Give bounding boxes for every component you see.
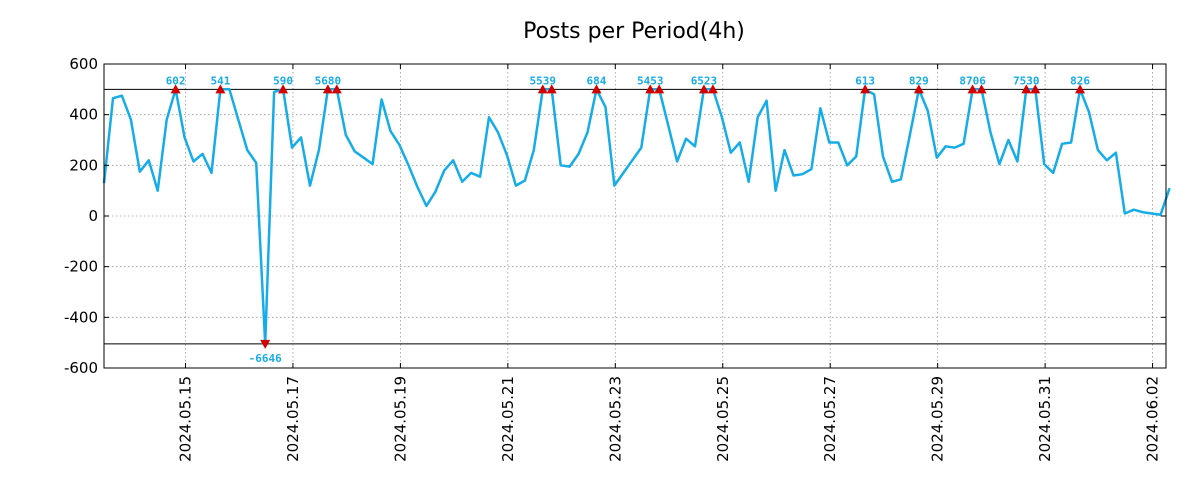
peak-marker-down xyxy=(260,339,271,349)
series-layer xyxy=(102,88,1171,346)
peak-value-label: 5539 xyxy=(530,74,557,87)
peak-marker-up xyxy=(1021,84,1032,94)
chart-title: Posts per Period(4h) xyxy=(523,19,745,44)
peak-marker-up xyxy=(591,84,602,94)
x-tick-label: 2024.06.02 xyxy=(1144,376,1162,462)
x-tick-label: 2024.05.29 xyxy=(929,376,947,462)
peak-marker-up xyxy=(170,84,181,94)
peak-marker-up xyxy=(860,84,871,94)
x-tick-label: 2024.05.31 xyxy=(1036,376,1054,462)
x-tick-label: 2024.05.23 xyxy=(606,376,624,462)
peak-marker-up xyxy=(645,84,656,94)
series-line xyxy=(102,88,1171,346)
peak-marker-up xyxy=(546,84,557,94)
y-tick-label: -400 xyxy=(64,308,98,326)
peak-marker-up xyxy=(654,84,665,94)
x-tick-label: 2024.05.15 xyxy=(176,376,194,462)
peak-value-label: -6646 xyxy=(249,352,282,365)
grid-lines xyxy=(104,64,1166,368)
peak-marker-up xyxy=(967,84,978,94)
y-tick-label: -600 xyxy=(64,359,98,377)
peak-value-label: 826 xyxy=(1070,74,1090,87)
peak-value-label: 6523 xyxy=(691,74,718,87)
y-tick-label: 200 xyxy=(69,156,98,174)
peak-marker-up xyxy=(976,84,987,94)
peak-marker-up xyxy=(215,84,226,94)
peak-marker-up xyxy=(707,84,718,94)
peak-marker-up xyxy=(1075,84,1086,94)
peak-marker-up xyxy=(698,84,709,94)
peak-value-label: 8706 xyxy=(959,74,986,87)
peak-marker-up xyxy=(537,84,548,94)
peak-value-label: 5453 xyxy=(637,74,664,87)
peak-value-label: 590 xyxy=(273,74,293,87)
x-axis-ticks: 2024.05.15 2024.05.17 2024.05.19 2024.05.21… xyxy=(176,64,1162,462)
peak-value-label: 829 xyxy=(909,74,929,87)
peak-markers: 602 541 590 5680 5539 684 5453 6523 613 829 8706 75… xyxy=(166,74,1091,365)
y-tick-label: 400 xyxy=(69,106,98,124)
y-tick-label: -200 xyxy=(64,258,98,276)
peak-marker-up xyxy=(1030,84,1041,94)
peak-marker-up xyxy=(331,84,342,94)
x-tick-label: 2024.05.19 xyxy=(391,376,409,462)
peak-value-label: 7530 xyxy=(1013,74,1040,87)
peak-marker-up xyxy=(913,84,924,94)
y-tick-label: 0 xyxy=(88,207,98,225)
peak-marker-up xyxy=(278,84,289,94)
peak-marker-up xyxy=(322,84,333,94)
x-tick-label: 2024.05.25 xyxy=(714,376,732,462)
y-tick-label: 600 xyxy=(69,55,98,73)
x-tick-label: 2024.05.21 xyxy=(499,376,517,462)
peak-value-label: 602 xyxy=(166,74,186,87)
y-axis-ticks: 600 400 200 0 -200 -400 -600 xyxy=(64,55,1166,377)
peak-value-label: 613 xyxy=(855,74,875,87)
x-tick-label: 2024.05.27 xyxy=(821,376,839,462)
x-tick-label: 2024.05.17 xyxy=(284,376,302,462)
peak-value-label: 684 xyxy=(587,74,607,87)
peak-value-label: 5680 xyxy=(315,74,342,87)
peak-value-label: 541 xyxy=(210,74,230,87)
